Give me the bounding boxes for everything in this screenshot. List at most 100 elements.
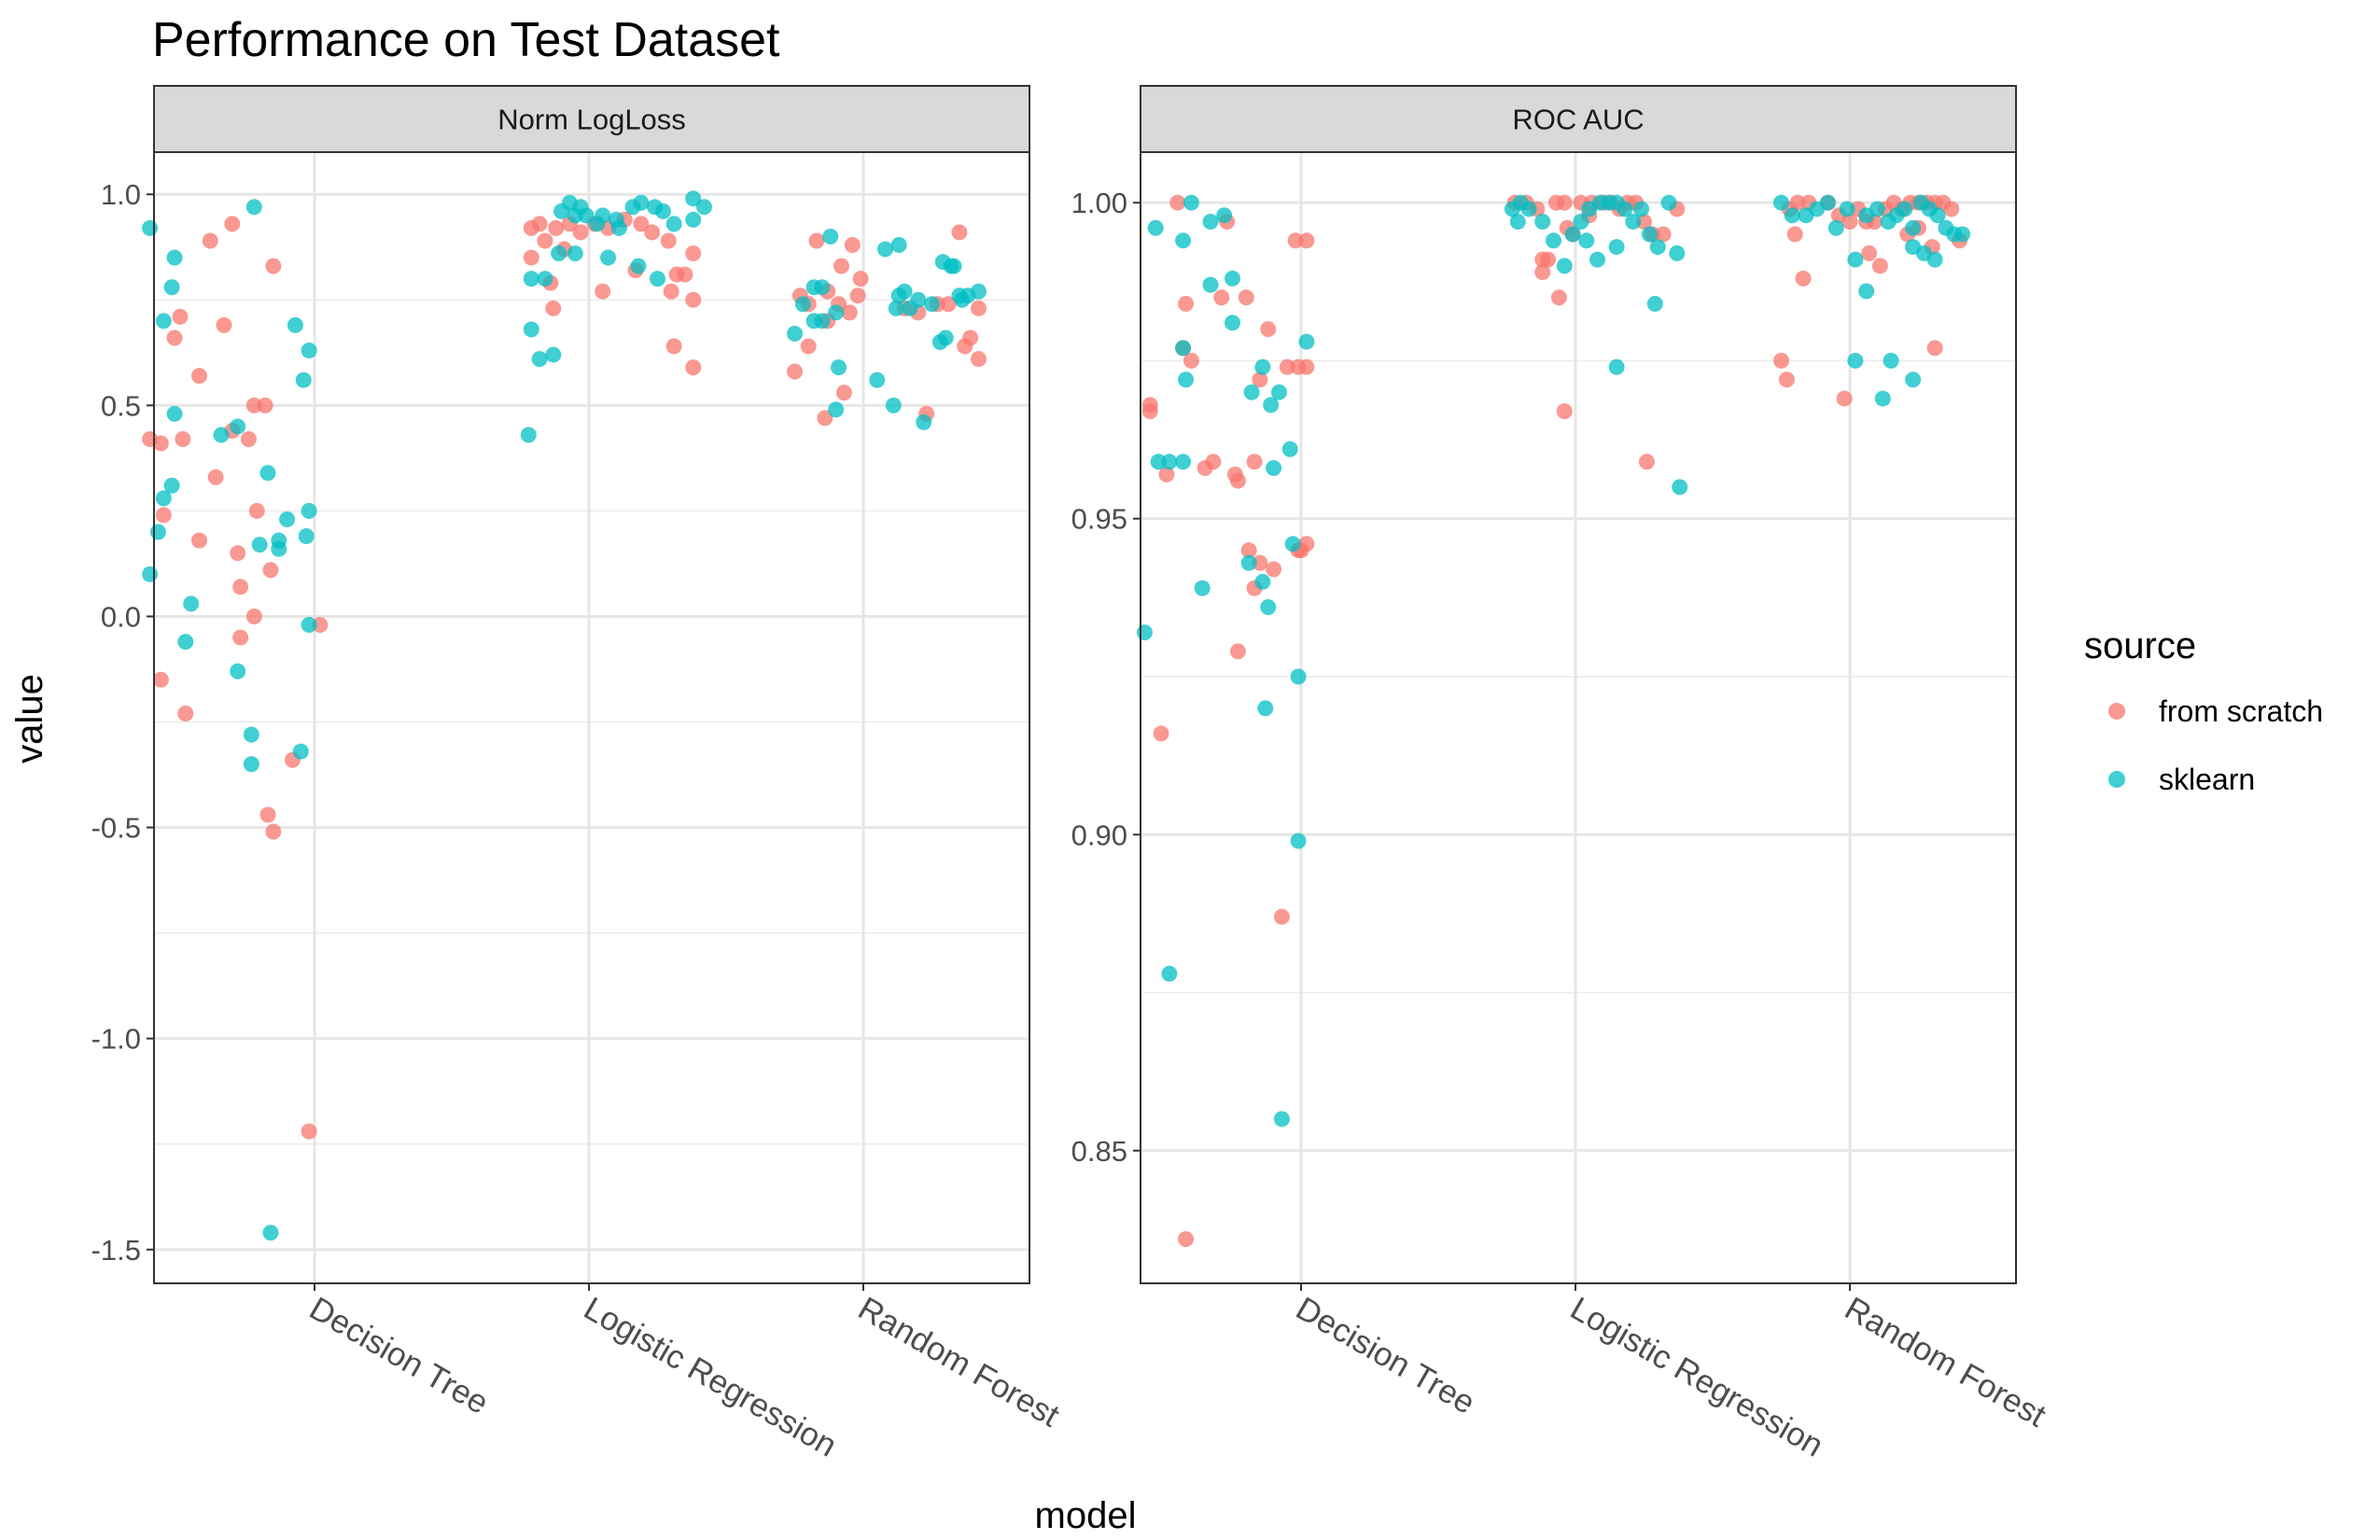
data-point	[1641, 226, 1658, 243]
data-point	[1786, 226, 1803, 243]
data-point	[292, 743, 309, 760]
data-point	[814, 279, 831, 296]
y-tick-label: 0.0	[101, 600, 141, 633]
plot-background	[154, 152, 1029, 1283]
data-point	[243, 756, 259, 773]
data-point	[1625, 213, 1642, 230]
data-point	[1263, 397, 1280, 413]
data-point	[1778, 371, 1795, 388]
data-point	[835, 385, 852, 401]
data-point	[1672, 479, 1688, 496]
data-point	[1836, 390, 1853, 407]
data-point	[888, 300, 904, 316]
data-point	[230, 663, 246, 679]
data-point	[262, 562, 279, 579]
data-point	[177, 634, 194, 651]
plot-background	[1141, 152, 2016, 1283]
data-point	[685, 211, 702, 228]
data-point	[665, 216, 682, 232]
data-point	[537, 271, 553, 287]
data-point	[1795, 270, 1812, 287]
data-point	[885, 397, 902, 413]
data-point	[531, 216, 548, 232]
data-point	[1638, 454, 1655, 470]
data-point	[1158, 466, 1175, 483]
data-point	[1883, 352, 1899, 369]
data-point	[523, 249, 539, 266]
data-point	[1534, 213, 1551, 230]
data-point	[1229, 643, 1246, 660]
data-point	[1556, 403, 1573, 420]
data-point	[910, 291, 927, 308]
data-point	[1509, 213, 1526, 230]
data-point	[685, 190, 702, 207]
data-point	[537, 232, 553, 249]
data-point	[152, 435, 169, 452]
data-point	[808, 232, 825, 249]
data-point	[155, 490, 172, 507]
data-point	[663, 283, 679, 300]
data-point	[685, 245, 702, 262]
data-point	[1545, 232, 1561, 249]
data-point	[155, 507, 172, 524]
data-point	[149, 524, 166, 540]
data-point	[230, 418, 246, 435]
data-point	[191, 368, 208, 385]
data-point	[1655, 226, 1672, 243]
data-point	[787, 363, 803, 380]
y-axis-title: value	[9, 674, 50, 763]
data-point	[957, 338, 973, 355]
data-point	[677, 266, 693, 283]
data-point	[301, 502, 317, 519]
data-point	[1161, 454, 1178, 470]
data-point	[630, 258, 647, 274]
data-point	[1150, 454, 1167, 470]
data-point	[1273, 1111, 1290, 1127]
data-point	[877, 241, 894, 258]
data-point	[1669, 245, 1686, 261]
data-point	[202, 232, 218, 249]
data-point	[1183, 352, 1199, 369]
data-point	[155, 313, 172, 329]
data-point	[1266, 561, 1282, 578]
x-axis-title: model	[1035, 1495, 1137, 1536]
data-point	[166, 329, 183, 346]
data-point	[245, 199, 262, 216]
data-point	[852, 271, 869, 287]
data-point	[1229, 472, 1246, 489]
data-point	[295, 371, 312, 388]
data-point	[301, 343, 317, 359]
data-point	[301, 1123, 317, 1140]
data-point	[166, 405, 183, 422]
data-point	[1290, 668, 1307, 685]
data-point	[572, 224, 589, 241]
legend-entry: from scratch	[2108, 694, 2323, 728]
data-point	[970, 283, 987, 300]
data-point	[265, 823, 282, 840]
data-point	[1175, 232, 1192, 249]
data-point	[191, 532, 208, 549]
data-point	[224, 216, 241, 232]
y-tick-label: 0.90	[1071, 819, 1127, 851]
data-point	[633, 216, 650, 232]
data-point	[1929, 207, 1946, 224]
data-point	[1540, 251, 1557, 268]
data-point	[644, 224, 661, 241]
data-point	[1240, 542, 1257, 559]
data-point	[849, 287, 866, 304]
data-point	[1161, 965, 1178, 982]
data-point	[787, 325, 803, 342]
data-point	[660, 232, 677, 249]
data-point	[245, 397, 262, 413]
data-point	[1260, 599, 1277, 616]
data-point	[163, 477, 180, 494]
data-point	[1281, 441, 1298, 457]
data-point	[213, 427, 230, 443]
data-point	[1871, 258, 1888, 274]
data-point	[259, 465, 276, 482]
data-point	[650, 271, 665, 287]
data-point	[1298, 232, 1315, 249]
data-point	[1905, 219, 1922, 236]
data-point	[1926, 251, 1943, 268]
